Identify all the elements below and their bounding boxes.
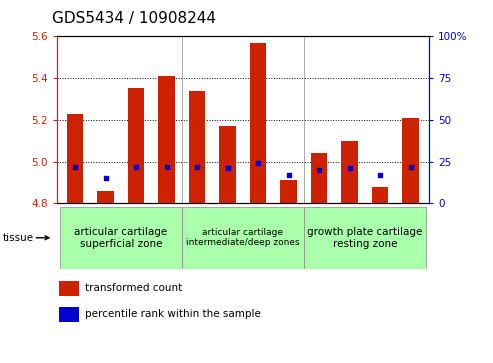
Bar: [182, 207, 304, 269]
Bar: [59, 307, 79, 322]
Text: transformed count: transformed count: [85, 283, 182, 293]
Text: tissue: tissue: [2, 233, 34, 243]
Point: [224, 165, 232, 171]
Text: percentile rank within the sample: percentile rank within the sample: [85, 309, 260, 319]
Point: [407, 164, 415, 170]
Text: articular cartilage
superficial zone: articular cartilage superficial zone: [74, 227, 168, 249]
Point: [102, 175, 109, 181]
Text: articular cartilage
intermediate/deep zones: articular cartilage intermediate/deep zo…: [186, 228, 300, 248]
Bar: [341, 140, 358, 203]
Point: [284, 172, 292, 178]
Bar: [304, 207, 426, 269]
Bar: [280, 180, 297, 203]
Point: [71, 164, 79, 170]
Text: GDS5434 / 10908244: GDS5434 / 10908244: [52, 11, 216, 26]
Point: [254, 160, 262, 166]
Bar: [97, 191, 114, 203]
Point: [315, 167, 323, 173]
Bar: [59, 281, 79, 296]
Bar: [128, 89, 144, 203]
Bar: [189, 90, 206, 203]
Point: [193, 164, 201, 170]
Bar: [311, 153, 327, 203]
Bar: [67, 114, 83, 203]
Bar: [402, 118, 419, 203]
Point: [346, 165, 353, 171]
Bar: [158, 76, 175, 203]
Point: [132, 164, 140, 170]
Bar: [372, 187, 388, 203]
Bar: [60, 207, 182, 269]
Point: [376, 172, 384, 178]
Bar: [249, 42, 266, 203]
Text: growth plate cartilage
resting zone: growth plate cartilage resting zone: [307, 227, 423, 249]
Bar: [219, 126, 236, 203]
Point: [163, 164, 171, 170]
